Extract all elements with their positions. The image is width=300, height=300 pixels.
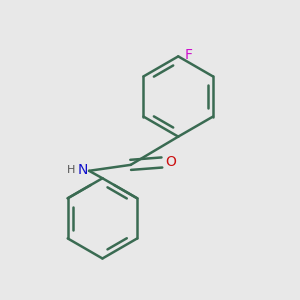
Text: F: F (185, 48, 193, 62)
Text: N: N (77, 163, 88, 177)
Text: H: H (66, 165, 75, 175)
Text: O: O (166, 155, 176, 170)
